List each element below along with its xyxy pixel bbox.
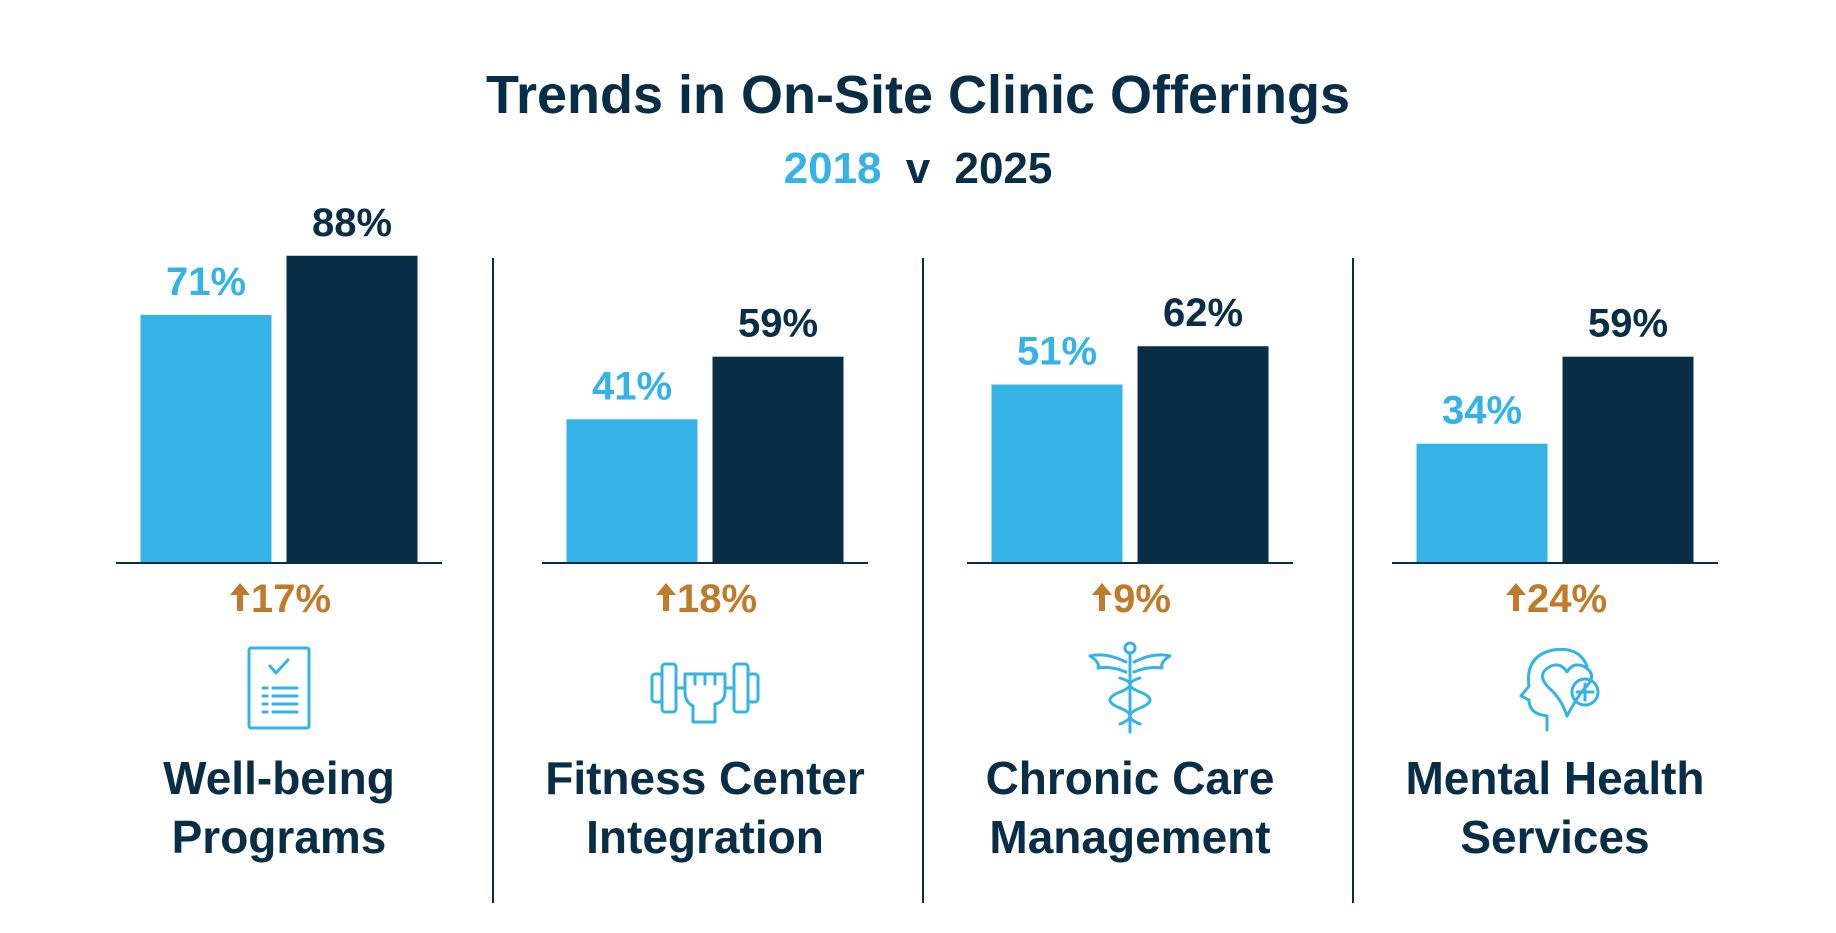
data-label-2025: 59% — [738, 302, 818, 346]
up-arrow-icon — [1092, 583, 1112, 611]
category-group: 71% 88% 17% Well-being Programs — [116, 201, 442, 863]
bar-2025 — [1137, 346, 1269, 562]
data-label-2025: 62% — [1163, 291, 1243, 335]
data-label-2018: 71% — [166, 260, 246, 304]
bar-2018 — [566, 419, 698, 562]
data-label-2018: 51% — [1017, 330, 1097, 374]
chart-title: Trends in On-Site Clinic Offerings — [486, 65, 1350, 125]
data-label-2025: 88% — [312, 201, 392, 245]
category-label-line2: Management — [989, 811, 1270, 863]
category-label-line2: Services — [1460, 811, 1649, 863]
legend-2018: 2018 — [784, 144, 882, 193]
category-label-line1: Fitness Center — [545, 752, 865, 804]
data-label-2018: 41% — [592, 364, 672, 408]
bar-2018 — [1416, 443, 1548, 562]
caduceus-icon — [1088, 641, 1172, 734]
dumbbell-fist-icon — [650, 662, 760, 724]
bar-2025 — [712, 356, 844, 562]
category-label-line2: Integration — [586, 811, 824, 863]
data-label-2025: 59% — [1588, 302, 1668, 346]
data-label-2018: 34% — [1442, 389, 1522, 433]
up-arrow-icon — [230, 583, 250, 611]
bar-2025 — [286, 255, 418, 562]
category-label-line1: Mental Health — [1405, 752, 1704, 804]
legend-2025: 2025 — [954, 144, 1052, 193]
legend-separator: v — [906, 144, 931, 193]
category-label-line2: Programs — [172, 811, 387, 863]
category-label-line1: Chronic Care — [986, 752, 1275, 804]
checklist-icon — [247, 646, 311, 730]
change-label: 24% — [1527, 577, 1607, 621]
bar-2018 — [991, 384, 1123, 562]
category-group: 34% 59% 24% Mental Health Services — [1392, 302, 1718, 863]
chart-subtitle: 2018 v 2025 — [784, 144, 1053, 193]
change-label: 18% — [677, 577, 757, 621]
bar-2025 — [1562, 356, 1694, 562]
head-heart-plus-icon — [1519, 647, 1600, 732]
category-group: 41% 59% 18% Fitness Center Integration — [542, 302, 868, 863]
up-arrow-icon — [1506, 583, 1526, 611]
plot-area: 71% 88% 17% Well-being Programs 41% 59% 18% Fitn… — [116, 201, 1718, 903]
change-label: 9% — [1113, 577, 1171, 621]
bar-2018 — [140, 314, 272, 562]
category-label-line1: Well-being — [163, 752, 395, 804]
up-arrow-icon — [656, 583, 676, 611]
category-group: 51% 62% 9% Chronic Care Management — [967, 291, 1293, 863]
change-label: 17% — [251, 577, 331, 621]
